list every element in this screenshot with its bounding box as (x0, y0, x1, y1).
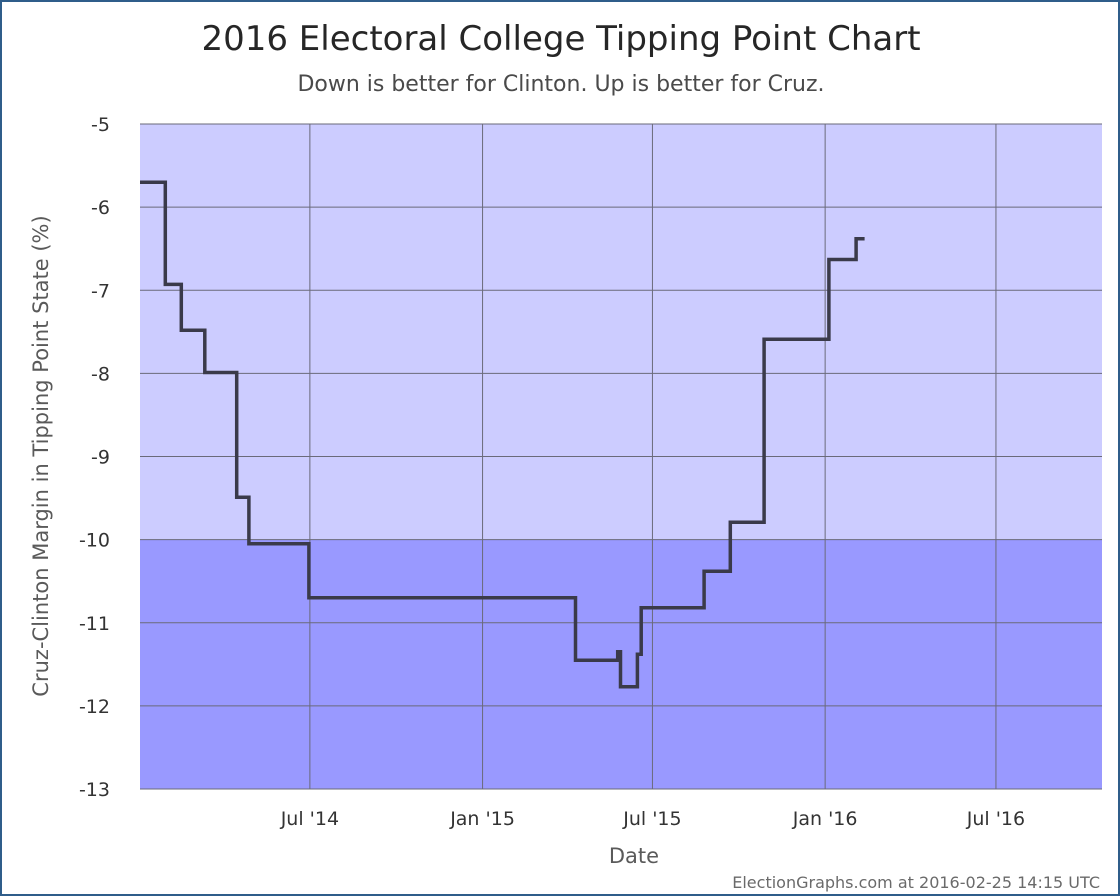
y-tick-label: -13 (79, 779, 110, 801)
x-tick-label: Jul '14 (280, 808, 339, 830)
y-tick-label: -11 (79, 613, 110, 635)
y-axis-ticks: -5 -6 -7 -8 -9 -10 -11 -12 -13 (79, 114, 110, 801)
credit-text: ElectionGraphs.com at 2016-02-25 14:15 U… (732, 873, 1100, 892)
y-tick-label: -7 (91, 280, 110, 302)
y-axis-label: Cruz-Clinton Margin in Tipping Point Sta… (29, 215, 53, 696)
x-tick-label: Jul '16 (966, 808, 1025, 830)
y-tick-label: -8 (91, 363, 110, 385)
x-tick-label: Jan '16 (792, 808, 858, 830)
band-0 (140, 124, 1102, 540)
grid-lines (140, 123, 1102, 790)
x-axis-ticks: Jul '14 Jan '15 Jul '15 Jan '16 Jul '16 (280, 808, 1025, 830)
series-line (140, 180, 865, 689)
y-tick-label: -6 (91, 197, 110, 219)
chart-title: 2016 Electoral College Tipping Point Cha… (201, 19, 920, 59)
series-line-group (140, 180, 865, 689)
chart-subtitle: Down is better for Clinton. Up is better… (297, 72, 824, 97)
x-tick-label: Jul '15 (622, 808, 681, 830)
x-axis-label: Date (609, 844, 659, 868)
y-tick-label: -9 (91, 447, 110, 469)
y-tick-label: -10 (79, 530, 110, 552)
x-tick-label: Jan '15 (449, 808, 515, 830)
y-tick-label: -5 (91, 114, 110, 136)
y-tick-label: -12 (79, 696, 110, 718)
